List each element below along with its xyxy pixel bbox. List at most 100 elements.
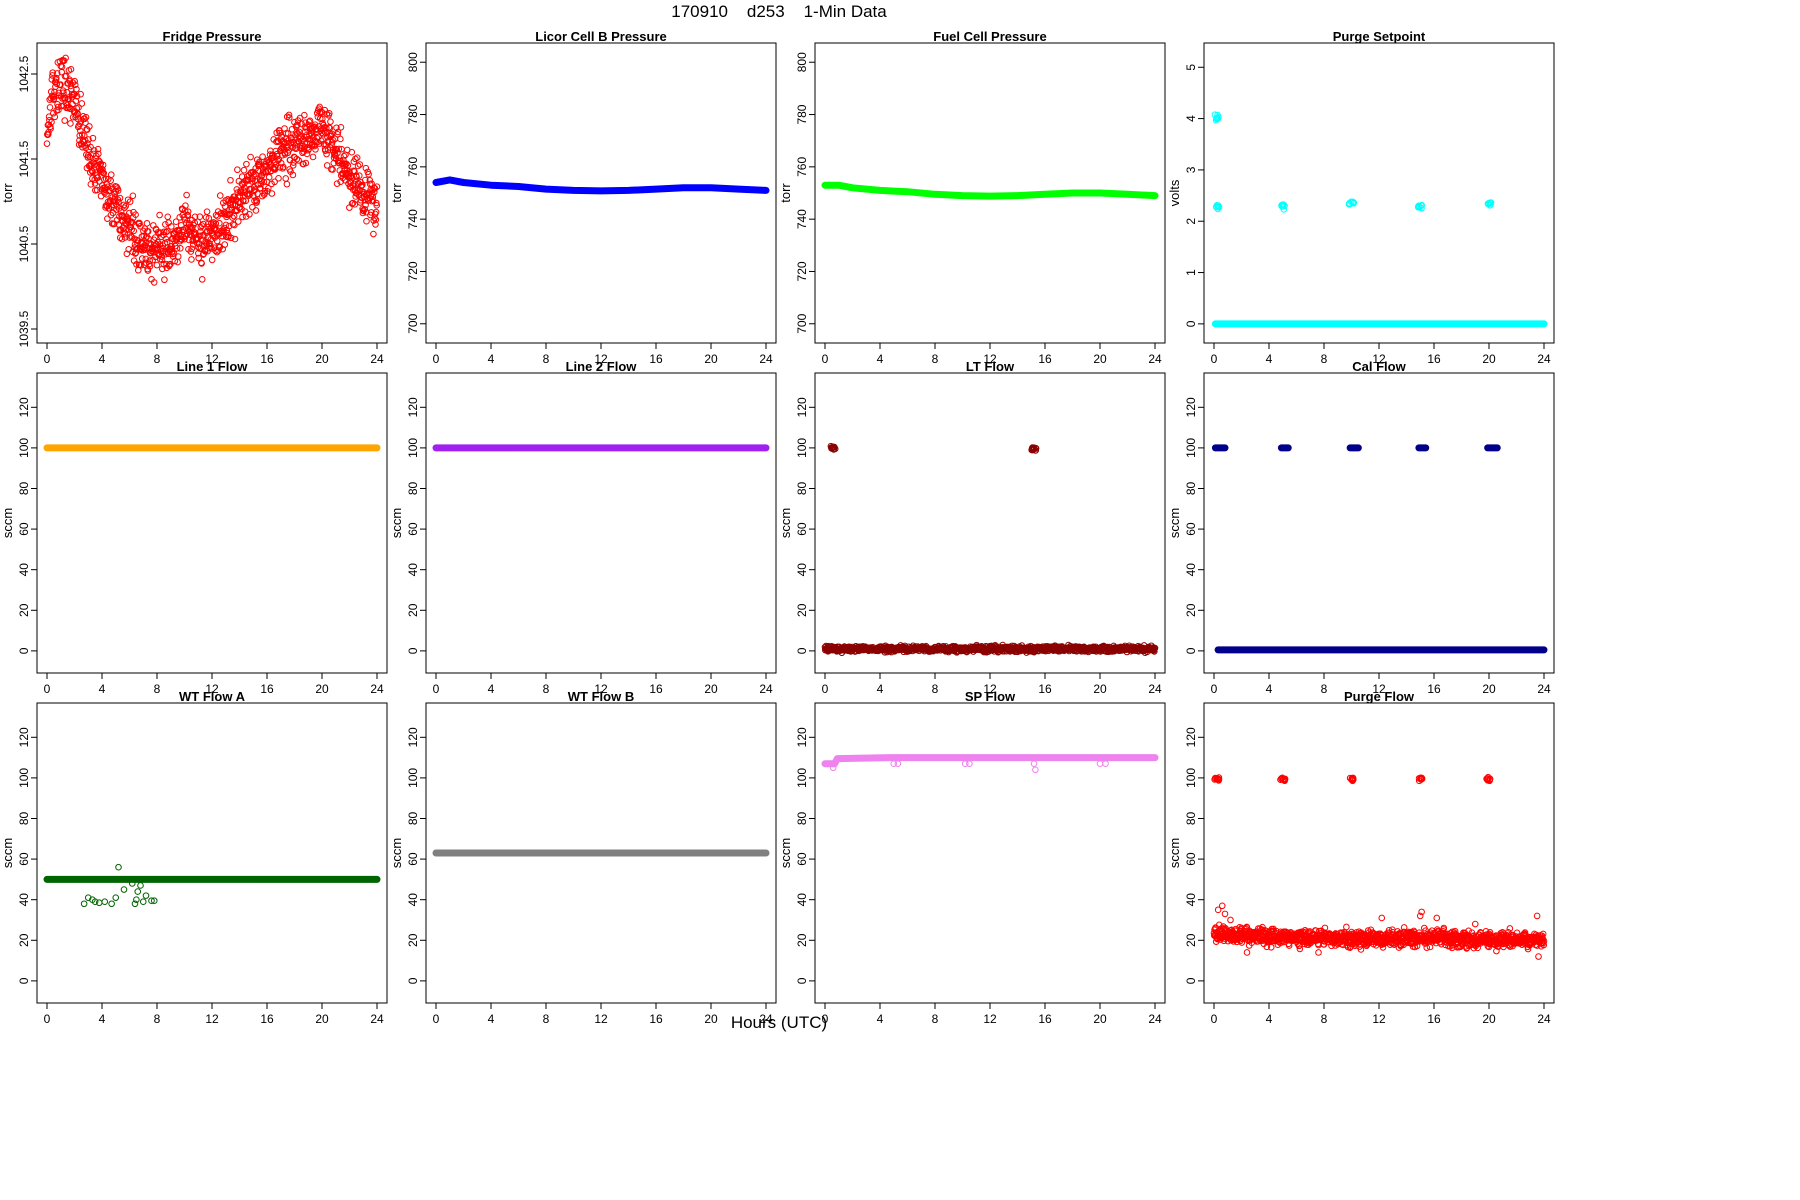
data-point bbox=[1487, 199, 1495, 206]
y-tick-label: 720 bbox=[406, 261, 420, 281]
data-point bbox=[1214, 115, 1221, 123]
data-point bbox=[1483, 775, 1490, 783]
data-point bbox=[184, 212, 192, 220]
data-point bbox=[182, 202, 189, 209]
x-tick-label: 0 bbox=[433, 682, 440, 696]
x-tick-label: 24 bbox=[1148, 1012, 1162, 1026]
data-point bbox=[215, 247, 222, 254]
panel-line-1-flow: Line 1 Flow 0 4 8 12 16 20 24 0 20 40 60 80 100 120 scc… bbox=[0, 359, 388, 696]
data-point bbox=[94, 174, 102, 181]
data-point bbox=[216, 192, 224, 199]
data-point bbox=[348, 148, 356, 156]
y-tick-label: 20 bbox=[406, 933, 420, 947]
data-point bbox=[282, 175, 290, 182]
data-point bbox=[217, 210, 225, 217]
data-point bbox=[111, 197, 118, 205]
data-point bbox=[365, 170, 372, 178]
panel-title: Purge Flow bbox=[1344, 689, 1415, 704]
x-tick-label: 16 bbox=[649, 1012, 663, 1026]
y-tick-label: 740 bbox=[795, 209, 809, 229]
y-tick-label: 780 bbox=[795, 104, 809, 124]
data-point bbox=[133, 896, 140, 903]
data-point bbox=[107, 211, 115, 219]
data-point bbox=[323, 150, 330, 158]
x-tick-label: 8 bbox=[932, 352, 939, 366]
data-point bbox=[1418, 201, 1426, 209]
y-tick-label: 0 bbox=[795, 647, 809, 654]
data-point bbox=[200, 220, 207, 228]
y-axis-label: torr bbox=[778, 183, 793, 203]
data-point bbox=[136, 219, 143, 227]
data-point bbox=[73, 85, 80, 93]
data-point bbox=[148, 897, 155, 905]
data-point bbox=[124, 196, 132, 204]
data-point bbox=[337, 124, 345, 131]
data-point bbox=[49, 69, 57, 76]
x-tick-label: 16 bbox=[1038, 682, 1052, 696]
y-tick-label: 80 bbox=[406, 481, 420, 495]
data-point bbox=[371, 214, 378, 222]
data-point bbox=[132, 211, 139, 219]
y-tick-label: 4 bbox=[1184, 115, 1198, 122]
data-point bbox=[350, 180, 358, 188]
data-point bbox=[308, 141, 315, 149]
x-tick-label: 16 bbox=[260, 352, 274, 366]
data-point bbox=[351, 186, 359, 194]
data-point bbox=[88, 167, 96, 175]
data-point bbox=[363, 217, 370, 225]
y-axis-label: sccm bbox=[1167, 508, 1182, 538]
x-tick-label: 4 bbox=[488, 352, 495, 366]
data-point bbox=[109, 209, 117, 217]
data-point bbox=[1418, 908, 1425, 916]
y-tick-label: 0 bbox=[1184, 647, 1198, 654]
plot-frame bbox=[36, 702, 388, 1004]
data-point bbox=[73, 92, 81, 100]
data-point bbox=[172, 218, 180, 226]
panel-title: Line 1 Flow bbox=[177, 359, 249, 374]
x-tick-label: 8 bbox=[1321, 682, 1328, 696]
y-tick-label: 800 bbox=[795, 52, 809, 72]
y-tick-label: 60 bbox=[406, 852, 420, 866]
x-tick-label: 4 bbox=[99, 352, 106, 366]
data-point bbox=[350, 167, 357, 175]
data-point bbox=[249, 175, 256, 183]
y-tick-label: 0 bbox=[17, 977, 31, 984]
data-point bbox=[1457, 943, 1464, 950]
data-point bbox=[227, 176, 234, 184]
data-points bbox=[43, 863, 381, 908]
data-point bbox=[120, 886, 128, 893]
data-point bbox=[1028, 445, 1036, 453]
data-point bbox=[150, 897, 158, 905]
data-point bbox=[220, 228, 227, 235]
data-point bbox=[1032, 766, 1039, 774]
data-point bbox=[1211, 776, 1218, 783]
data-point bbox=[329, 136, 337, 144]
data-points bbox=[821, 754, 1159, 774]
data-point bbox=[1032, 445, 1040, 452]
data-point bbox=[129, 192, 137, 200]
data-point bbox=[306, 117, 314, 125]
data-point bbox=[276, 129, 284, 137]
data-point bbox=[198, 276, 206, 283]
data-point bbox=[210, 232, 217, 240]
data-point bbox=[229, 201, 237, 209]
x-tick-label: 20 bbox=[315, 1012, 329, 1026]
data-point bbox=[153, 261, 161, 269]
data-point bbox=[51, 113, 59, 121]
x-tick-label: 16 bbox=[649, 352, 663, 366]
data-point bbox=[62, 72, 70, 80]
data-point bbox=[373, 199, 380, 207]
data-point bbox=[247, 153, 254, 161]
data-point bbox=[139, 898, 147, 906]
data-point bbox=[1227, 916, 1234, 924]
data-point bbox=[1277, 776, 1284, 783]
data-point bbox=[128, 218, 135, 226]
data-point bbox=[1102, 760, 1109, 767]
data-point bbox=[264, 167, 272, 175]
y-tick-label: 100 bbox=[17, 768, 31, 788]
data-point bbox=[286, 114, 293, 121]
data-point bbox=[256, 162, 263, 169]
data-point bbox=[115, 863, 122, 871]
data-point bbox=[309, 153, 317, 161]
data-point bbox=[231, 221, 238, 229]
